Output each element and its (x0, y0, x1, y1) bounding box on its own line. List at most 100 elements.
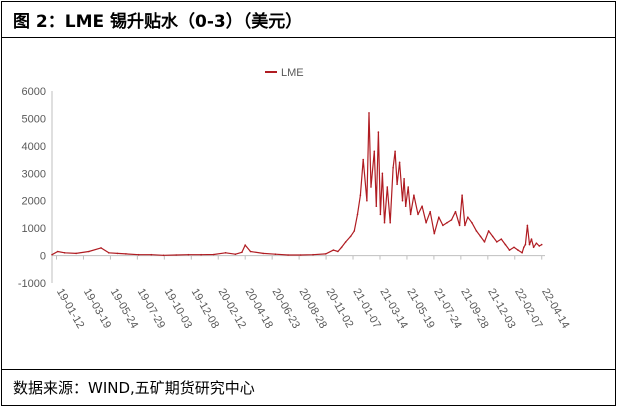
data-point (116, 252, 119, 255)
data-point (524, 243, 527, 246)
data-point (349, 235, 352, 238)
chart-legend: LME (265, 67, 304, 79)
data-point (362, 158, 365, 161)
y-tick-label: 5000 (22, 113, 46, 125)
data-point (398, 161, 401, 164)
header-bar: 图 2：LME 锡升贴水（0-3）（美元） (1, 1, 616, 38)
data-point (368, 112, 370, 114)
data-point (359, 194, 362, 196)
series-lme-line (51, 112, 543, 256)
data-point (496, 241, 498, 243)
data-point (75, 252, 77, 255)
legend-label: LME (281, 67, 304, 79)
y-tick-label: 4000 (22, 141, 46, 153)
data-point (389, 221, 392, 224)
data-point (356, 213, 359, 216)
data-point (461, 194, 463, 196)
data-point (425, 221, 427, 224)
data-point (454, 210, 457, 213)
data-point (56, 250, 59, 253)
data-point (379, 213, 382, 216)
y-tick-label: 1000 (22, 223, 46, 235)
data-point (409, 213, 412, 216)
data-point (401, 199, 404, 202)
y-tick-label: -1000 (18, 278, 46, 290)
data-point (386, 186, 389, 188)
data-point (540, 243, 543, 246)
data-point (429, 210, 432, 213)
data-point (234, 253, 237, 255)
data-point (417, 213, 419, 216)
data-point (467, 216, 469, 218)
data-point (125, 253, 127, 255)
data-point (353, 230, 356, 232)
chart-frame (1, 1, 616, 406)
data-point (504, 243, 507, 246)
data-point (446, 221, 448, 224)
data-point (535, 242, 538, 244)
data-point (530, 238, 533, 240)
data-point (528, 243, 531, 246)
data-point (187, 253, 190, 256)
data-point (162, 254, 165, 257)
data-point (337, 250, 339, 253)
data-point (413, 194, 415, 196)
data-point (63, 252, 66, 254)
data-point (366, 199, 368, 202)
data-point (373, 150, 376, 153)
data-point (274, 253, 277, 255)
data-point (224, 252, 227, 254)
data-point (370, 186, 372, 188)
source-note: 数据来源：WIND,五矿期货研究中心 (13, 379, 255, 397)
data-point (108, 252, 110, 254)
data-point (100, 247, 102, 249)
chart-plot (51, 112, 543, 257)
page-title: 图 2：LME 锡升贴水（0-3）（美元） (13, 12, 303, 32)
data-point (404, 205, 407, 207)
data-point (433, 232, 436, 235)
data-point (532, 246, 535, 249)
data-point (421, 205, 423, 207)
data-point (200, 253, 202, 256)
data-point (483, 241, 486, 243)
data-point (212, 253, 215, 256)
data-point (88, 250, 90, 253)
data-point (262, 252, 265, 255)
data-point (464, 224, 466, 227)
data-point (51, 253, 53, 256)
y-tick-label: 2000 (22, 196, 46, 208)
data-point (299, 254, 302, 256)
data-point (375, 205, 378, 207)
data-point (475, 230, 478, 232)
data-point (287, 254, 289, 256)
data-point (394, 150, 396, 153)
data-point (487, 230, 490, 232)
data-point (383, 221, 386, 224)
data-point (344, 241, 347, 243)
data-point (521, 252, 523, 254)
data-point (508, 249, 511, 251)
data-point (403, 178, 405, 180)
data-point (450, 219, 453, 221)
data-point (332, 249, 335, 251)
chart-axes: 6000500040003000200010000-100019-01-1219… (18, 86, 572, 331)
data-point (491, 235, 494, 238)
data-point (500, 238, 503, 240)
data-point (324, 253, 327, 255)
data-point (241, 251, 243, 254)
footer-bar: 数据来源：WIND,五矿期货研究中心 (1, 369, 616, 406)
data-point (377, 131, 380, 133)
data-point (523, 246, 525, 249)
data-point (392, 167, 394, 169)
data-point (479, 235, 482, 238)
data-point (513, 246, 515, 249)
data-point (538, 245, 541, 247)
data-point (381, 172, 384, 175)
data-point (312, 253, 314, 256)
data-point (150, 253, 153, 256)
data-point (438, 216, 440, 218)
data-point (137, 253, 140, 256)
data-point (458, 224, 461, 227)
y-tick-label: 0 (40, 251, 46, 263)
